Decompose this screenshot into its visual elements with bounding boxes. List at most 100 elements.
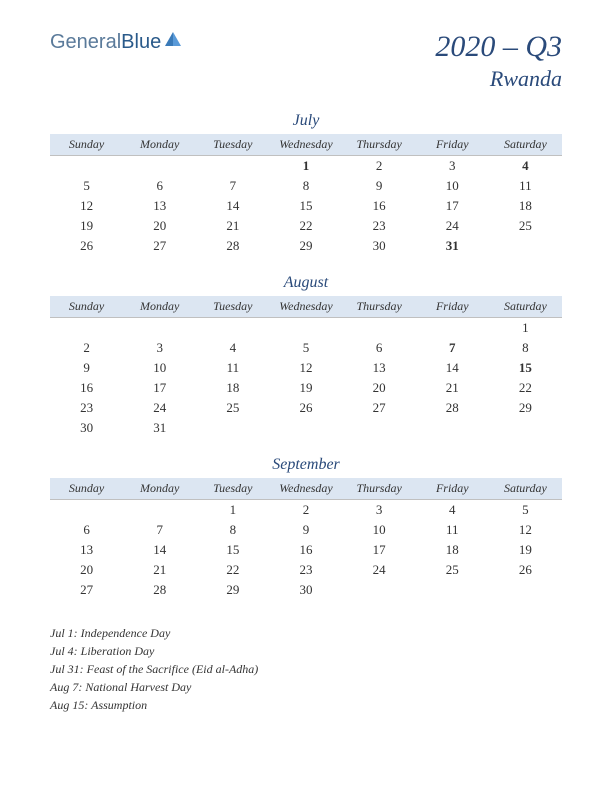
calendar-cell: 18 xyxy=(489,196,562,216)
calendar-table: SundayMondayTuesdayWednesdayThursdayFrid… xyxy=(50,134,562,256)
holiday-entry: Jul 1: Independence Day xyxy=(50,624,562,642)
calendar-row: 20212223242526 xyxy=(50,560,562,580)
calendar-cell: 29 xyxy=(489,398,562,418)
weekday-header: Wednesday xyxy=(269,134,342,156)
calendar-cell: 29 xyxy=(196,580,269,600)
calendar-table: SundayMondayTuesdayWednesdayThursdayFrid… xyxy=(50,296,562,438)
calendar-cell: 10 xyxy=(416,176,489,196)
calendar-cell: 9 xyxy=(343,176,416,196)
calendar-cell: 13 xyxy=(123,196,196,216)
calendar-cell xyxy=(343,318,416,339)
weekday-header: Monday xyxy=(123,478,196,500)
calendar-cell: 12 xyxy=(50,196,123,216)
calendar-cell: 18 xyxy=(416,540,489,560)
weekday-header: Friday xyxy=(416,296,489,318)
calendar-cell: 20 xyxy=(123,216,196,236)
holiday-entry: Aug 7: National Harvest Day xyxy=(50,678,562,696)
calendar-cell: 15 xyxy=(489,358,562,378)
calendar-cell: 20 xyxy=(343,378,416,398)
calendar-cell: 8 xyxy=(489,338,562,358)
calendar-cell xyxy=(343,580,416,600)
calendar-cell xyxy=(50,500,123,521)
calendar-cell: 3 xyxy=(343,500,416,521)
weekday-header: Saturday xyxy=(489,134,562,156)
weekday-header: Tuesday xyxy=(196,296,269,318)
calendar-cell: 19 xyxy=(489,540,562,560)
calendar-cell xyxy=(489,580,562,600)
calendar-cell: 23 xyxy=(343,216,416,236)
calendar-cell xyxy=(196,418,269,438)
calendar-cell: 29 xyxy=(269,236,342,256)
calendar-cell: 15 xyxy=(196,540,269,560)
holiday-entry: Jul 31: Feast of the Sacrifice (Eid al-A… xyxy=(50,660,562,678)
calendar-cell: 31 xyxy=(416,236,489,256)
calendar-cell: 25 xyxy=(416,560,489,580)
calendar-cell: 30 xyxy=(50,418,123,438)
calendar-cell: 19 xyxy=(50,216,123,236)
calendar-row: 3031 xyxy=(50,418,562,438)
calendar-row: 19202122232425 xyxy=(50,216,562,236)
calendar-row: 1234 xyxy=(50,156,562,177)
weekday-header: Saturday xyxy=(489,296,562,318)
holiday-entry: Jul 4: Liberation Day xyxy=(50,642,562,660)
weekday-header: Monday xyxy=(123,134,196,156)
month-block: AugustSundayMondayTuesdayWednesdayThursd… xyxy=(50,274,562,438)
weekday-header: Tuesday xyxy=(196,134,269,156)
calendar-row: 12131415161718 xyxy=(50,196,562,216)
calendar-cell: 24 xyxy=(343,560,416,580)
calendar-cell: 26 xyxy=(50,236,123,256)
calendar-cell: 24 xyxy=(416,216,489,236)
calendar-cell: 4 xyxy=(416,500,489,521)
calendar-cell: 28 xyxy=(416,398,489,418)
weekday-header: Thursday xyxy=(343,478,416,500)
calendar-row: 6789101112 xyxy=(50,520,562,540)
title-block: 2020 – Q3 Rwanda xyxy=(435,30,562,92)
calendar-cell: 24 xyxy=(123,398,196,418)
month-block: SeptemberSundayMondayTuesdayWednesdayThu… xyxy=(50,456,562,600)
logo-text-general: General xyxy=(50,31,121,54)
calendar-cell: 1 xyxy=(489,318,562,339)
calendar-cell: 2 xyxy=(343,156,416,177)
calendar-cell: 5 xyxy=(489,500,562,521)
calendar-cell: 22 xyxy=(269,216,342,236)
calendar-cell xyxy=(416,318,489,339)
calendar-cell: 30 xyxy=(343,236,416,256)
calendar-cell: 6 xyxy=(123,176,196,196)
month-block: JulySundayMondayTuesdayWednesdayThursday… xyxy=(50,112,562,256)
calendar-cell: 16 xyxy=(269,540,342,560)
holiday-entry: Aug 15: Assumption xyxy=(50,696,562,714)
calendar-cell: 13 xyxy=(343,358,416,378)
calendar-cell: 26 xyxy=(269,398,342,418)
calendar-cell: 10 xyxy=(123,358,196,378)
calendar-cell: 11 xyxy=(489,176,562,196)
calendar-cell xyxy=(489,236,562,256)
calendar-cell xyxy=(489,418,562,438)
calendar-cell: 2 xyxy=(269,500,342,521)
calendar-cell xyxy=(123,318,196,339)
calendar-cell: 7 xyxy=(123,520,196,540)
weekday-header: Friday xyxy=(416,478,489,500)
calendar-cell: 21 xyxy=(416,378,489,398)
calendar-row: 16171819202122 xyxy=(50,378,562,398)
calendar-cell: 3 xyxy=(123,338,196,358)
calendar-cell: 22 xyxy=(196,560,269,580)
header: GeneralBlue 2020 – Q3 Rwanda xyxy=(50,30,562,92)
weekday-header: Thursday xyxy=(343,296,416,318)
calendar-cell: 7 xyxy=(416,338,489,358)
weekday-header: Tuesday xyxy=(196,478,269,500)
weekday-header: Monday xyxy=(123,296,196,318)
calendar-cell: 1 xyxy=(196,500,269,521)
calendar-cell: 17 xyxy=(343,540,416,560)
calendar-cell xyxy=(343,418,416,438)
calendar-cell xyxy=(196,156,269,177)
calendar-cell xyxy=(123,156,196,177)
calendar-row: 2345678 xyxy=(50,338,562,358)
calendar-cell: 5 xyxy=(269,338,342,358)
weekday-header: Sunday xyxy=(50,296,123,318)
calendar-cell: 17 xyxy=(416,196,489,216)
country-title: Rwanda xyxy=(435,66,562,92)
logo-icon xyxy=(163,30,183,54)
weekday-header: Saturday xyxy=(489,478,562,500)
calendar-table: SundayMondayTuesdayWednesdayThursdayFrid… xyxy=(50,478,562,600)
calendar-cell: 7 xyxy=(196,176,269,196)
